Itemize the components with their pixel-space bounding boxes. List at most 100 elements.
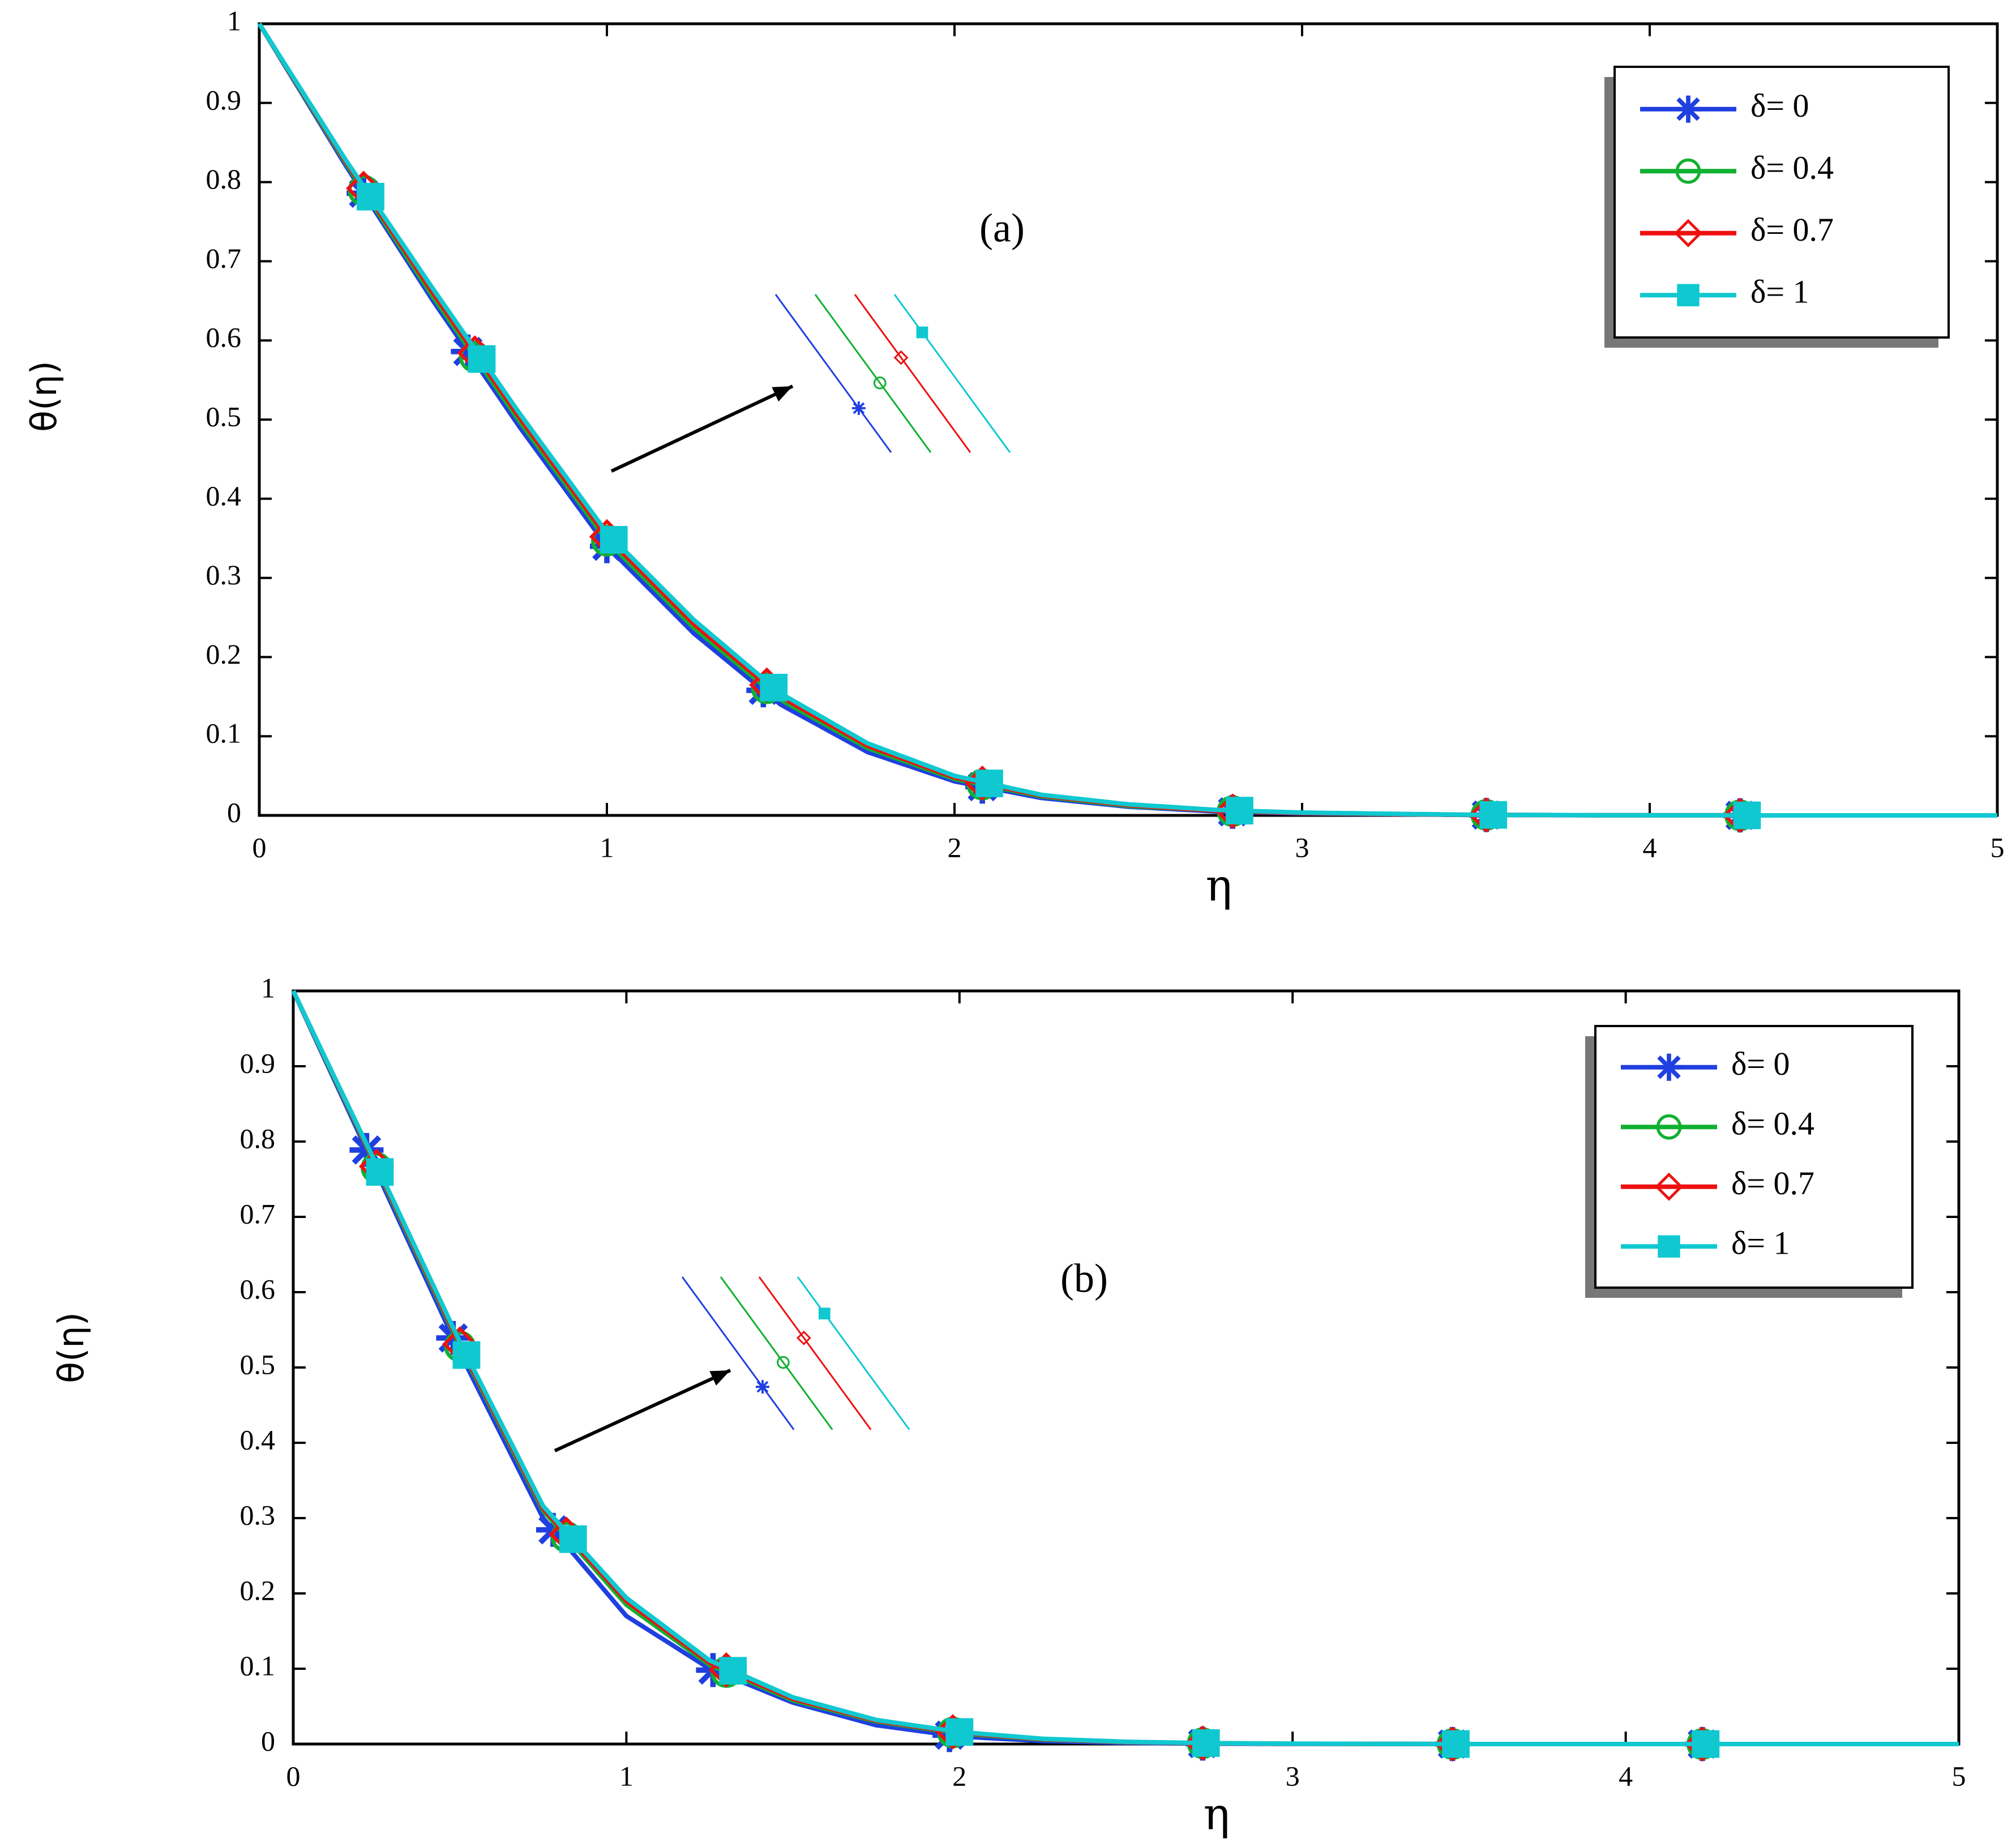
y-tick-label: 0 (227, 796, 241, 828)
marker-diamond (1655, 1172, 1683, 1201)
marker-square (1692, 1730, 1720, 1758)
series-line (257, 22, 1997, 818)
legend-item: δ= 0.7 (1621, 1165, 1814, 1202)
inset-arrowhead (709, 1370, 730, 1386)
inset-marker (755, 1380, 769, 1394)
inset-arrow (610, 384, 794, 473)
data-point (1692, 1730, 1720, 1758)
legend-item: δ= 1 (1640, 273, 1809, 310)
y-tick-label: 0.7 (206, 242, 242, 274)
legend-label: δ= 1 (1731, 1225, 1790, 1262)
y-axis-label: θ(η) (50, 1312, 92, 1383)
y-tick-label: 0.8 (206, 163, 242, 195)
legend-marker (1675, 158, 1701, 184)
legend-label: δ= 0 (1731, 1045, 1790, 1082)
data-point (760, 673, 788, 702)
legend-item: δ= 0 (1640, 87, 1809, 124)
y-axis: 0 0.1 0.2 0.3 0.4 0.5 0.6 0.7 0.8 0.9 1 (240, 972, 1959, 1756)
marker-square (1442, 1730, 1470, 1758)
y-tick-label: 1 (227, 5, 241, 36)
inset-line (774, 294, 892, 453)
inset-marker (873, 376, 887, 390)
chart-panel-b: 0 0.1 0.2 0.3 0.4 0.5 0.6 0.7 0.8 0.9 1 0 1 2 3 4 5 η θ(η)… (50, 972, 1966, 1840)
inset-line (720, 1276, 833, 1430)
inset-marker (777, 1356, 790, 1369)
marker-square (1677, 284, 1700, 306)
data-point (975, 770, 1003, 797)
y-tick-label: 0.1 (206, 717, 242, 749)
data-point (600, 525, 628, 554)
inset-line (681, 1276, 795, 1430)
x-tick-label: 5 (1952, 1760, 1966, 1792)
x-tick-label: 5 (1991, 831, 2005, 863)
data-point (1192, 1729, 1220, 1757)
data-point (1226, 797, 1253, 824)
marker-square (945, 1718, 974, 1746)
legend-item: δ= 1 (1621, 1225, 1790, 1262)
legend-label: δ= 0.7 (1750, 211, 1834, 248)
inset-arrowhead (772, 386, 793, 402)
series-3 (257, 22, 1997, 830)
y-tick-label: 0.4 (240, 1424, 276, 1455)
data-point (559, 1525, 587, 1553)
x-tick-label: 4 (1643, 831, 1657, 863)
y-tick-label: 0.3 (206, 559, 242, 591)
legend-marker (1658, 1235, 1680, 1258)
legend-label: δ= 1 (1750, 273, 1809, 310)
data-point (1442, 1730, 1470, 1758)
y-axis-label: θ(η) (23, 361, 65, 432)
y-tick-label: 1 (261, 972, 275, 1003)
legend-label: δ= 0.7 (1731, 1165, 1814, 1202)
marker-square (719, 1657, 747, 1685)
legend-box (1594, 1025, 1914, 1289)
marker-square (1733, 801, 1761, 830)
marker-stroke (853, 402, 865, 414)
legend-item: δ= 0.4 (1621, 1105, 1814, 1142)
x-tick-label: 3 (1286, 1760, 1300, 1792)
legend-marker (1677, 284, 1700, 306)
inset-marker (916, 326, 928, 339)
legend-marker (1655, 1053, 1683, 1081)
marker-square (818, 1307, 831, 1320)
zoom-inset (610, 294, 1011, 473)
y-tick-label: 0.1 (240, 1649, 276, 1681)
marker-diamond (796, 1330, 811, 1345)
legend-item: δ= 0.7 (1640, 211, 1834, 248)
y-tick-label: 0.5 (240, 1348, 276, 1380)
y-tick-label: 0.2 (206, 638, 242, 670)
legend: δ= 0 δ= 0.4 δ= 0.7 δ= 1 (1604, 66, 1950, 348)
marker-circle (1675, 158, 1701, 184)
inset-arrow (554, 1369, 731, 1452)
y-tick-label: 0.4 (206, 480, 242, 511)
y-tick-label: 0.9 (206, 84, 242, 116)
marker-square (357, 182, 384, 211)
x-axis-label: η (1206, 861, 1232, 912)
marker-square (916, 326, 928, 339)
data-point (945, 1718, 974, 1746)
marker-stroke (1676, 97, 1700, 121)
y-tick-label: 0.7 (240, 1198, 276, 1229)
x-tick-label: 2 (952, 1760, 966, 1792)
y-tick-label: 0.2 (240, 1574, 276, 1606)
panel-label: (b) (1060, 1256, 1108, 1301)
x-tick-label: 4 (1619, 1760, 1633, 1792)
marker-square (975, 770, 1003, 797)
legend-marker (1656, 1114, 1682, 1140)
legend-marker (1655, 1172, 1683, 1201)
data-point (468, 345, 496, 373)
marker-square (366, 1158, 394, 1186)
legend-box (1613, 66, 1950, 339)
y-tick-label: 0.9 (240, 1047, 276, 1079)
x-tick-label: 1 (600, 831, 614, 863)
data-point (366, 1158, 394, 1186)
panel-label: (a) (979, 206, 1025, 251)
data-point (1479, 801, 1508, 829)
zoom-inset (554, 1276, 910, 1452)
marker-circle (873, 376, 887, 390)
inset-marker (796, 1330, 811, 1345)
marker-square (1658, 1235, 1680, 1258)
inset-marker (818, 1307, 831, 1320)
data-point (357, 182, 384, 211)
y-tick-label: 0.8 (240, 1122, 276, 1154)
